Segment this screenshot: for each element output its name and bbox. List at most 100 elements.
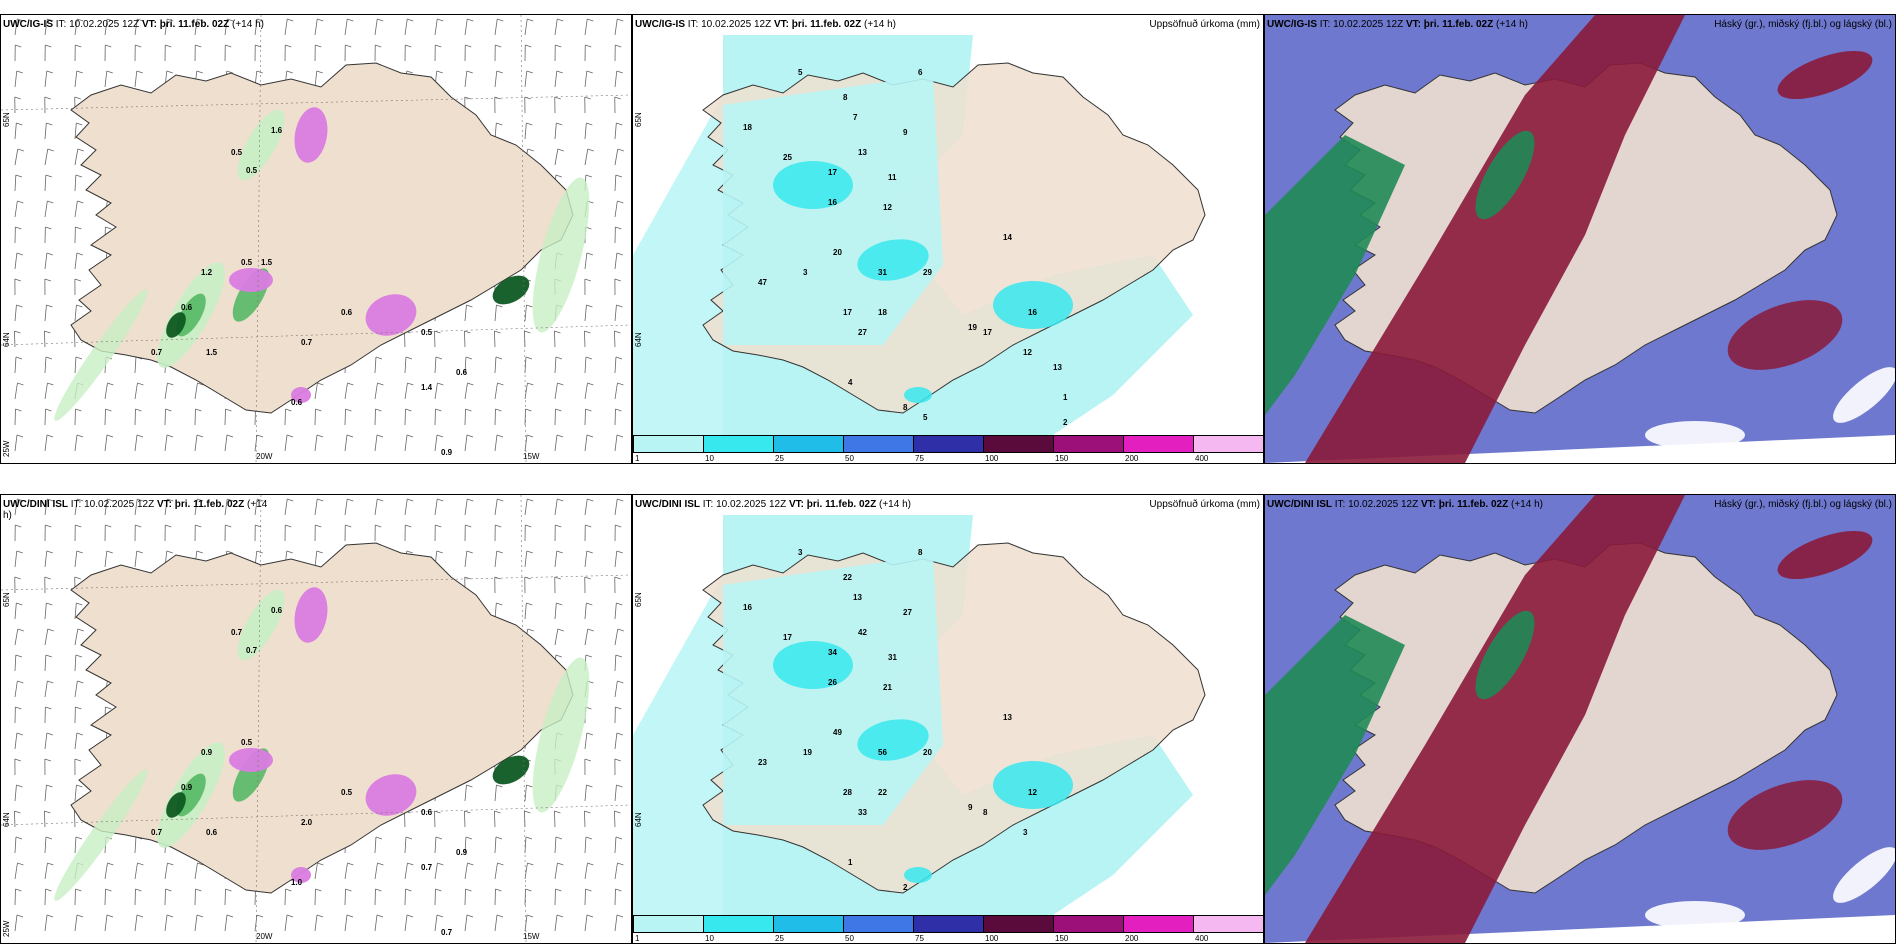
wind-barb-flag (406, 434, 414, 438)
map-value-label: 29 (923, 268, 932, 277)
wind-barb (614, 550, 618, 568)
wind-barb-flag (435, 888, 442, 892)
wind-barb (134, 550, 138, 568)
wind-barb-flag (316, 914, 324, 918)
clear-sky-area (1645, 421, 1745, 449)
wind-barb-flag (196, 914, 204, 918)
field-title: Uppsöfnuð úrkoma (mm) (1149, 499, 1260, 510)
wind-barb-flag (76, 434, 84, 438)
wind-barb-flag (75, 226, 82, 230)
wind-barb-flag (44, 278, 52, 282)
wind-barb-flag (256, 914, 264, 918)
map-value-label: 0.7 (421, 863, 433, 872)
it-value: 10.02.2025 12Z (716, 499, 787, 510)
colorbar-swatch (1193, 915, 1263, 933)
wind-barb-flag (47, 862, 54, 866)
wind-barb-flag (586, 602, 593, 606)
map-value-label: 0.9 (456, 848, 468, 857)
wind-barb (464, 810, 466, 828)
map-value-label: 12 (1028, 788, 1037, 797)
wind-barb-flag (136, 434, 144, 438)
latitude-label: 65N (2, 112, 11, 127)
wind-barb-flag (46, 784, 53, 788)
wind-barb-flag (495, 408, 502, 412)
wind-barb-flag (106, 70, 113, 74)
wind-barb (134, 498, 138, 516)
wind-barb-flag (225, 888, 232, 892)
wind-barb-flag (16, 70, 23, 74)
wind-barb (434, 330, 436, 348)
wind-barb-flag (617, 498, 624, 502)
wind-barb-flag (46, 70, 53, 74)
wind-barb (464, 914, 468, 932)
map-value-label: 0.6 (271, 606, 283, 615)
wind-barb-flag (587, 382, 594, 386)
map-value-label: 1.6 (271, 126, 283, 135)
precip-cyan (857, 239, 929, 281)
wind-barb-flag (496, 550, 503, 554)
wind-barb-flag (375, 44, 382, 48)
wind-barb (194, 382, 198, 400)
map-value-label: 0.7 (151, 828, 163, 837)
wind-barb-flag (77, 628, 84, 632)
wind-barb (74, 434, 78, 452)
wind-barb-flag (555, 888, 562, 892)
wind-barb (584, 18, 588, 36)
latitude-label: 65N (634, 592, 643, 607)
map-panel-bottom-wind: 0.7 0.7 0.6 0.5 0.9 0.6 0.7 0.9 0.5 2.0 0.6 0.9 0.7 0… (0, 494, 632, 944)
wind-barb (494, 18, 498, 36)
wind-barb-flag (46, 914, 54, 918)
wind-barb (584, 434, 588, 452)
wind-barb-flag (435, 524, 442, 528)
map-value-label: 7 (853, 113, 858, 122)
wind-barb-flag (135, 888, 142, 892)
it-label: IT: (53, 19, 70, 30)
wind-barb (374, 18, 378, 36)
wind-barb (134, 18, 138, 36)
wind-barb (404, 434, 408, 452)
wind-barb-flag (14, 330, 21, 334)
vt-value: þri. 11.feb. 02Z (1438, 499, 1509, 510)
wind-barb-flag (614, 810, 621, 814)
wind-barb (494, 382, 498, 400)
wind-barb (224, 498, 228, 516)
wind-barb-flag (315, 408, 322, 412)
wind-barb-flag (45, 44, 52, 48)
map-value-label: 23 (758, 758, 767, 767)
map-value-label: 0.6 (341, 308, 353, 317)
wind-barb-flag (405, 836, 413, 840)
wind-barb (104, 70, 108, 88)
wind-barb (224, 434, 228, 452)
wind-barb-flag (586, 732, 594, 736)
wind-barb-flag (77, 498, 84, 502)
colorbar-swatch (843, 915, 914, 933)
wind-barb-flag (46, 550, 53, 554)
it-label: IT: (685, 19, 702, 30)
wind-barb-flag (407, 862, 414, 866)
wind-barb-flag (16, 122, 23, 126)
wind-barb (524, 914, 528, 932)
wind-barb-flag (584, 576, 591, 580)
wind-barb (584, 914, 588, 932)
wind-barb (74, 732, 78, 750)
vt-value: þri. 11.feb. 02Z (159, 19, 230, 30)
wind-barb-flag (586, 914, 594, 918)
map-value-label: 16 (828, 198, 837, 207)
wind-barb-flag (407, 498, 414, 502)
wind-barb (74, 18, 78, 36)
wind-barb-flag (497, 862, 504, 866)
wind-barb-flag (75, 408, 82, 412)
wind-barb-flag (14, 758, 22, 762)
it-label: IT: (700, 499, 717, 510)
wind-barb-flag (15, 174, 22, 178)
wind-barb (224, 914, 228, 932)
wind-barb-flag (346, 434, 354, 438)
precip-cyan (904, 387, 932, 403)
wind-barb-flag (526, 784, 533, 788)
wind-barb-flag (347, 498, 354, 502)
wind-barb-flag (617, 628, 624, 632)
wind-barb-flag (464, 810, 471, 814)
clear-sky-area (1833, 847, 1895, 903)
wind-barb (134, 382, 138, 400)
mid-cloud-layer (1777, 50, 1873, 100)
